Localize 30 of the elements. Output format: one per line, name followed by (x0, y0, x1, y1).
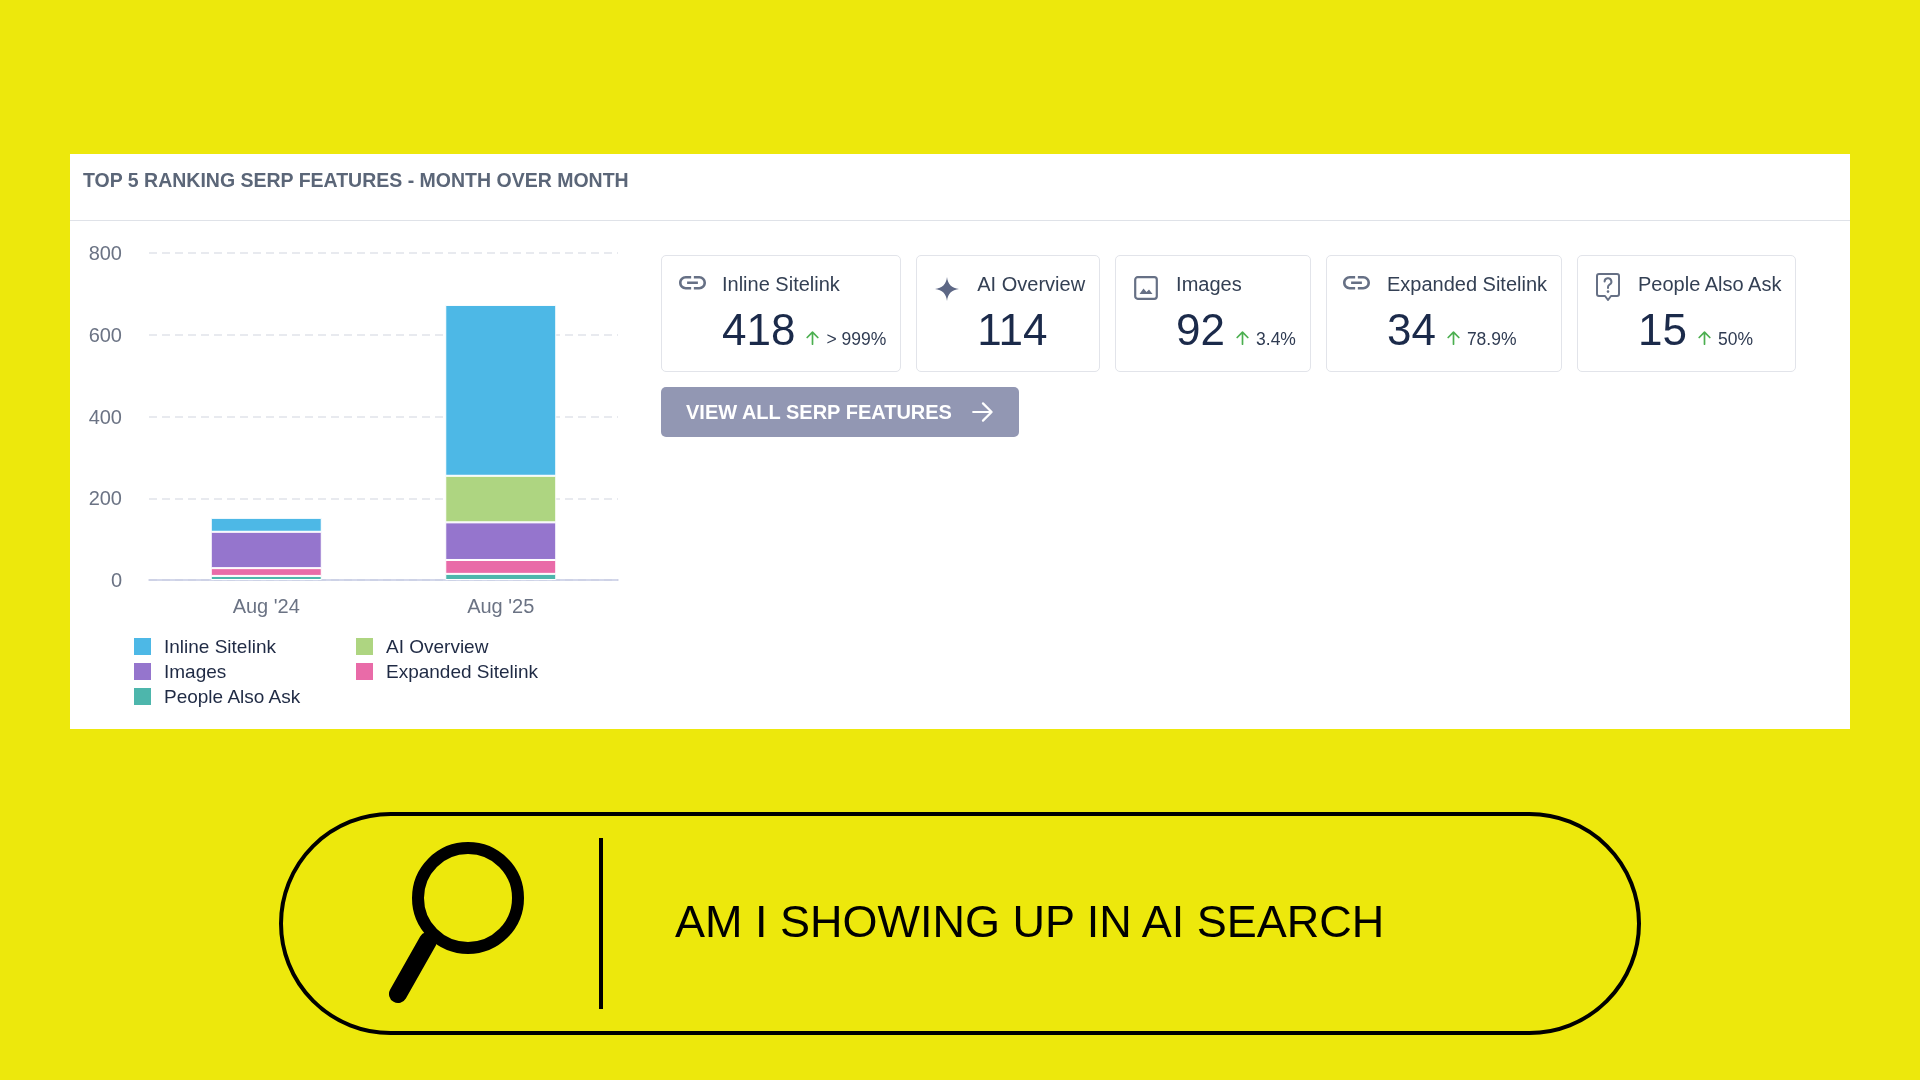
y-tick-label: 0 (110, 569, 122, 591)
stat-card: AI Overview 114 (916, 255, 1101, 372)
category-label: Expanded Sitelink (1386, 273, 1548, 295)
legend-label: AI Overview (386, 636, 489, 657)
stat-card: People Also Ask 15 50% (1577, 255, 1797, 372)
x-tick-label: Aug '24 (232, 595, 300, 617)
legend-label: Expanded Sitelink (386, 661, 539, 682)
text: AM I SHOWING UP IN AI SEARCH (675, 896, 1385, 947)
data-label: 92 (1176, 304, 1226, 356)
stat-card: Inline Sitelink 418 > 999% (661, 255, 902, 372)
view-all-button[interactable]: VIEW ALL SERP FEATURES (661, 387, 1019, 437)
category-label: Images (1176, 273, 1242, 295)
category-label: AI Overview (977, 273, 1086, 295)
data-label: 34 (1386, 304, 1436, 356)
category-label: People Also Ask (1638, 273, 1782, 295)
data-label: 418 (722, 304, 796, 356)
x-tick-label: Aug '25 (467, 595, 535, 617)
y-tick-label: 600 (88, 323, 122, 346)
y-tick-label: 400 (88, 405, 122, 428)
stat-card: Expanded Sitelink 34 78.9% (1325, 255, 1563, 372)
y-tick-label: 200 (88, 487, 122, 510)
legend-label: People Also Ask (164, 686, 301, 707)
legend-label: Inline Sitelink (164, 636, 277, 657)
category-label: Inline Sitelink (722, 273, 840, 295)
data-label: 15 (1638, 304, 1687, 356)
stat-card: Images 92 3.4% (1115, 255, 1311, 372)
legend-label: Images (164, 661, 227, 682)
chart-title: TOP 5 RANKING SERP FEATURES - MONTH OVER MONTH (83, 169, 629, 191)
data-label: 114 (977, 304, 1048, 356)
y-tick-label: 800 (88, 242, 122, 264)
